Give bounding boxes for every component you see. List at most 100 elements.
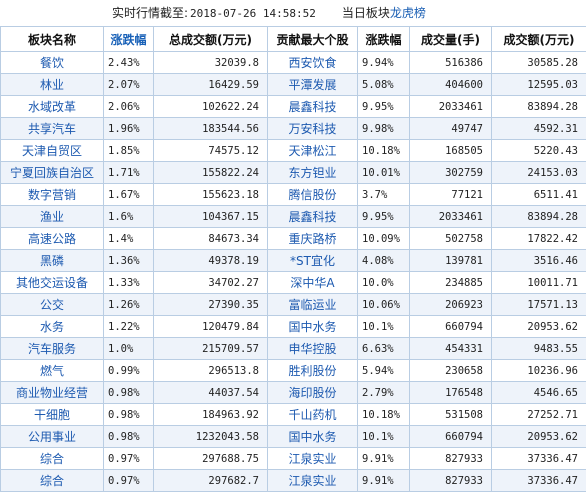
sector-change: 1.22% (104, 316, 154, 338)
stock-volume: 454331 (410, 338, 492, 360)
stock-change: 9.95% (358, 96, 410, 118)
sector-name-link[interactable]: 数字营销 (1, 184, 104, 206)
stock-amount: 37336.47 (492, 448, 586, 470)
sector-name-link[interactable]: 水域改革 (1, 96, 104, 118)
sector-change: 0.99% (104, 360, 154, 382)
top-stock-link[interactable]: 深中华A (268, 272, 358, 294)
sector-name-link[interactable]: 综合 (1, 448, 104, 470)
stock-amount: 5220.43 (492, 140, 586, 162)
stock-change: 9.91% (358, 470, 410, 492)
caption-label: 当日板块 (342, 6, 390, 20)
stock-amount: 3516.46 (492, 250, 586, 272)
sector-name-link[interactable]: 综合 (1, 470, 104, 492)
sector-name-link[interactable]: 天津自贸区 (1, 140, 104, 162)
sector-change: 1.26% (104, 294, 154, 316)
stock-volume: 827933 (410, 470, 492, 492)
stock-change: 9.98% (358, 118, 410, 140)
top-stock-link[interactable]: 天津松江 (268, 140, 358, 162)
top-stock-link[interactable]: 江泉实业 (268, 470, 358, 492)
stock-volume: 234885 (410, 272, 492, 294)
sector-change: 2.07% (104, 74, 154, 96)
stock-change: 10.18% (358, 404, 410, 426)
top-stock-link[interactable]: 西安饮食 (268, 52, 358, 74)
stock-change: 5.08% (358, 74, 410, 96)
stock-volume: 302759 (410, 162, 492, 184)
sector-change: 1.67% (104, 184, 154, 206)
sector-amount: 296513.8 (154, 360, 268, 382)
sector-amount: 215709.57 (154, 338, 268, 360)
stock-amount: 83894.28 (492, 206, 586, 228)
header-sector[interactable]: 板块名称 (1, 27, 104, 52)
sector-name-link[interactable]: 餐饮 (1, 52, 104, 74)
top-stock-link[interactable]: 重庆路桥 (268, 228, 358, 250)
stock-amount: 30585.28 (492, 52, 586, 74)
stock-volume: 139781 (410, 250, 492, 272)
sector-name-link[interactable]: 燃气 (1, 360, 104, 382)
header-change[interactable]: 涨跌幅 (104, 27, 154, 52)
stock-change: 2.79% (358, 382, 410, 404)
top-stock-link[interactable]: 富临运业 (268, 294, 358, 316)
sector-name-link[interactable]: 黑磷 (1, 250, 104, 272)
sector-amount: 155822.24 (154, 162, 268, 184)
top-stock-link[interactable]: 申华控股 (268, 338, 358, 360)
sector-amount: 297682.7 (154, 470, 268, 492)
sector-name-link[interactable]: 其他交运设备 (1, 272, 104, 294)
sector-name-link[interactable]: 渔业 (1, 206, 104, 228)
header-stock-change[interactable]: 涨跌幅 (358, 27, 410, 52)
stock-change: 10.18% (358, 140, 410, 162)
sector-amount: 27390.35 (154, 294, 268, 316)
stock-amount: 17822.42 (492, 228, 586, 250)
top-stock-link[interactable]: 东方钽业 (268, 162, 358, 184)
sector-name-link[interactable]: 商业物业经营 (1, 382, 104, 404)
top-stock-link[interactable]: 国中水务 (268, 426, 358, 448)
header-top-stock[interactable]: 贡献最大个股 (268, 27, 358, 52)
sector-name-link[interactable]: 林业 (1, 74, 104, 96)
top-stock-link[interactable]: 胜利股份 (268, 360, 358, 382)
stock-change: 10.1% (358, 316, 410, 338)
top-stock-link[interactable]: 腾信股份 (268, 184, 358, 206)
sector-amount: 16429.59 (154, 74, 268, 96)
stock-amount: 10236.96 (492, 360, 586, 382)
stock-amount: 83894.28 (492, 96, 586, 118)
sector-name-link[interactable]: 公交 (1, 294, 104, 316)
sector-name-link[interactable]: 干细胞 (1, 404, 104, 426)
sector-name-link[interactable]: 水务 (1, 316, 104, 338)
header-stock-amount[interactable]: 成交额(万元) (492, 27, 586, 52)
sector-name-link[interactable]: 宁夏回族自治区 (1, 162, 104, 184)
stock-volume: 404600 (410, 74, 492, 96)
sector-name-link[interactable]: 汽车服务 (1, 338, 104, 360)
top-stock-link[interactable]: 平潭发展 (268, 74, 358, 96)
sector-change: 1.85% (104, 140, 154, 162)
sector-amount: 104367.15 (154, 206, 268, 228)
top-stock-link[interactable]: 海印股份 (268, 382, 358, 404)
sector-change: 1.0% (104, 338, 154, 360)
sector-name-link[interactable]: 共享汽车 (1, 118, 104, 140)
stock-volume: 77121 (410, 184, 492, 206)
sector-name-link[interactable]: 公用事业 (1, 426, 104, 448)
top-stock-link[interactable]: 晨鑫科技 (268, 96, 358, 118)
header-amount[interactable]: 总成交额(万元) (154, 27, 268, 52)
sector-change: 0.98% (104, 404, 154, 426)
top-stock-link[interactable]: 千山药机 (268, 404, 358, 426)
stock-amount: 27252.71 (492, 404, 586, 426)
top-stock-link[interactable]: *ST宜化 (268, 250, 358, 272)
top-stock-link[interactable]: 国中水务 (268, 316, 358, 338)
header-volume[interactable]: 成交量(手) (410, 27, 492, 52)
sector-change: 0.98% (104, 382, 154, 404)
stock-change: 9.91% (358, 448, 410, 470)
top-stock-link[interactable]: 万安科技 (268, 118, 358, 140)
top-stock-link[interactable]: 晨鑫科技 (268, 206, 358, 228)
top-stock-link[interactable]: 江泉实业 (268, 448, 358, 470)
sector-amount: 183544.56 (154, 118, 268, 140)
sector-change: 1.4% (104, 228, 154, 250)
sector-name-link[interactable]: 高速公路 (1, 228, 104, 250)
